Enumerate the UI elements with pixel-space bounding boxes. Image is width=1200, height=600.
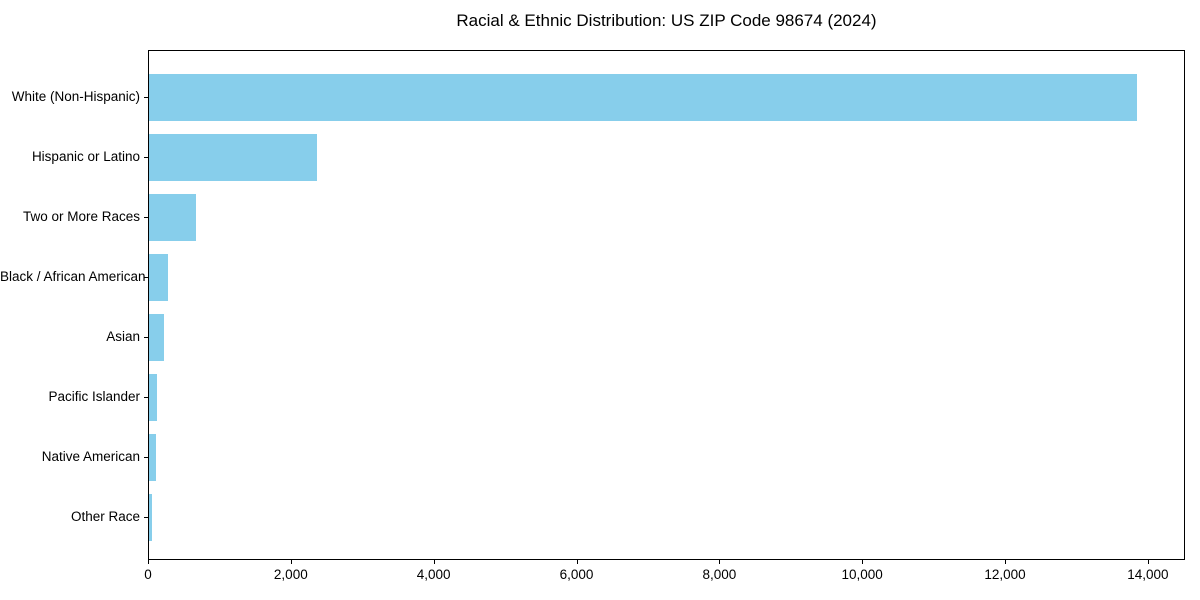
- y-tick-mark: [144, 276, 148, 278]
- bar-black-african-american: [149, 254, 168, 301]
- x-tick-mark: [1005, 560, 1007, 564]
- x-tick-label-2000: 2,000: [273, 567, 308, 582]
- y-tick-mark: [144, 96, 148, 98]
- bar-pacific-islander: [149, 374, 157, 421]
- bar-other-race: [149, 494, 152, 541]
- bar-native-american: [149, 434, 157, 481]
- y-tick-label-pacific-islander: Pacific Islander: [48, 388, 140, 404]
- x-tick-label-10000: 10,000: [841, 567, 883, 582]
- y-tick-mark: [144, 216, 148, 218]
- x-tick-label-6000: 6,000: [559, 567, 594, 582]
- x-tick-label-0: 0: [144, 567, 152, 582]
- plot-area: [148, 50, 1185, 560]
- y-tick-mark: [144, 456, 148, 458]
- bar-asian: [149, 314, 164, 361]
- y-tick-label-two-or-more-races: Two or More Races: [22, 208, 140, 224]
- chart-title: Racial & Ethnic Distribution: US ZIP Cod…: [456, 11, 877, 30]
- y-tick-label-asian: Asian: [106, 328, 140, 344]
- x-tick-mark: [862, 560, 864, 564]
- x-tick-label-12000: 12,000: [984, 567, 1026, 582]
- x-tick-mark: [1147, 560, 1149, 564]
- y-tick-mark: [144, 156, 148, 158]
- x-tick-mark: [433, 560, 435, 564]
- y-tick-label-white-non-hispanic: White (Non-Hispanic): [11, 88, 140, 104]
- x-tick-label-14000: 14,000: [1127, 567, 1169, 582]
- bar-white-non-hispanic: [149, 74, 1137, 121]
- y-tick-label-other-race: Other Race: [70, 508, 140, 524]
- x-tick-mark: [148, 560, 149, 564]
- x-tick-label-8000: 8,000: [702, 567, 737, 582]
- x-tick-label-4000: 4,000: [416, 567, 451, 582]
- y-tick-mark: [144, 336, 148, 338]
- y-tick-label-hispanic-or-latino: Hispanic or Latino: [31, 148, 140, 164]
- bar-two-or-more-races: [149, 194, 197, 241]
- y-tick-mark: [144, 396, 148, 398]
- bar-hispanic-or-latino: [149, 134, 317, 181]
- y-tick-label-black-african-american: Black / African American: [0, 268, 146, 284]
- x-tick-mark: [719, 560, 721, 564]
- y-tick-label-native-american: Native American: [41, 448, 140, 464]
- x-tick-mark: [290, 560, 292, 564]
- y-tick-mark: [144, 516, 148, 518]
- x-tick-mark: [576, 560, 578, 564]
